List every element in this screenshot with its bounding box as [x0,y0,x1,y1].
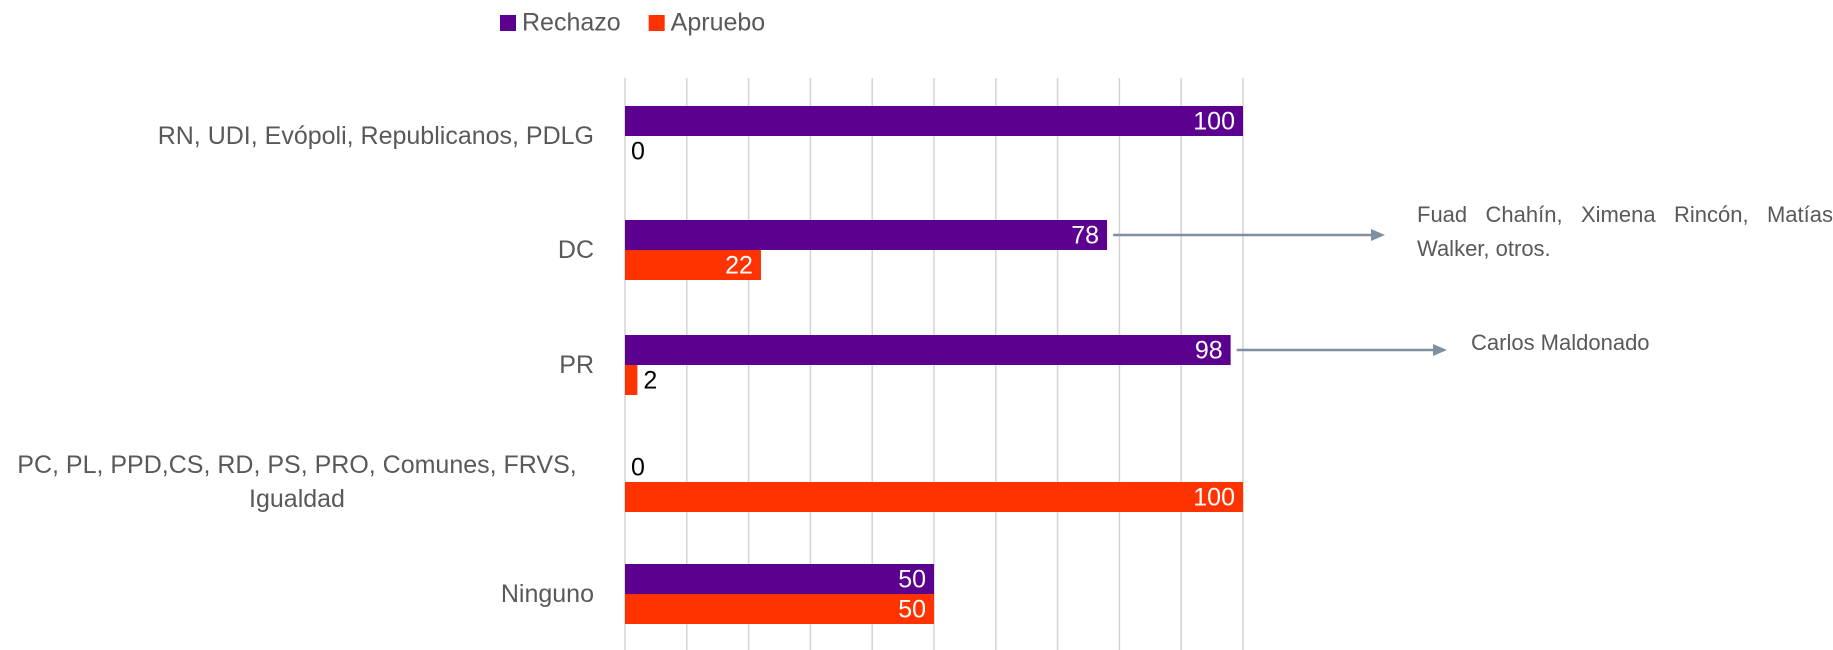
data-label: 78 [1071,222,1099,250]
data-label: 0 [631,138,645,166]
legend-label: Rechazo [522,9,621,37]
legend-swatch [648,15,665,31]
data-label: 100 [1193,484,1235,512]
bar [625,564,934,594]
bar [625,482,1243,512]
legend-label: Apruebo [671,9,766,37]
annotation-text: Fuad Chahín, Ximena Rincón, Matías Walke… [1417,202,1833,261]
data-label: 100 [1193,108,1235,136]
category-label: DC [557,236,594,264]
category-label: PR [559,351,594,379]
category-label: RN, UDI, Evópoli, Republicanos, PDLG [157,122,594,150]
data-label: 0 [631,454,645,482]
annotation-arrowhead [1371,229,1385,241]
data-label: 50 [898,566,926,594]
annotation-arrowhead [1433,344,1447,356]
bar [625,220,1108,250]
data-label: 22 [725,252,753,280]
data-label: 50 [898,596,926,624]
category-label: Ninguno [500,580,594,608]
category-label: PC, PL, PPD,CS, RD, PS, PRO, Comunes, FR… [17,451,577,513]
legend-swatch [500,15,516,31]
bar [625,594,934,624]
annotation-text: Carlos Maldonado [1471,330,1650,355]
bar [625,365,638,395]
bar [625,335,1231,365]
data-label: 98 [1195,337,1223,365]
data-label: 2 [643,367,657,395]
bar [625,106,1243,136]
bar [625,250,761,280]
